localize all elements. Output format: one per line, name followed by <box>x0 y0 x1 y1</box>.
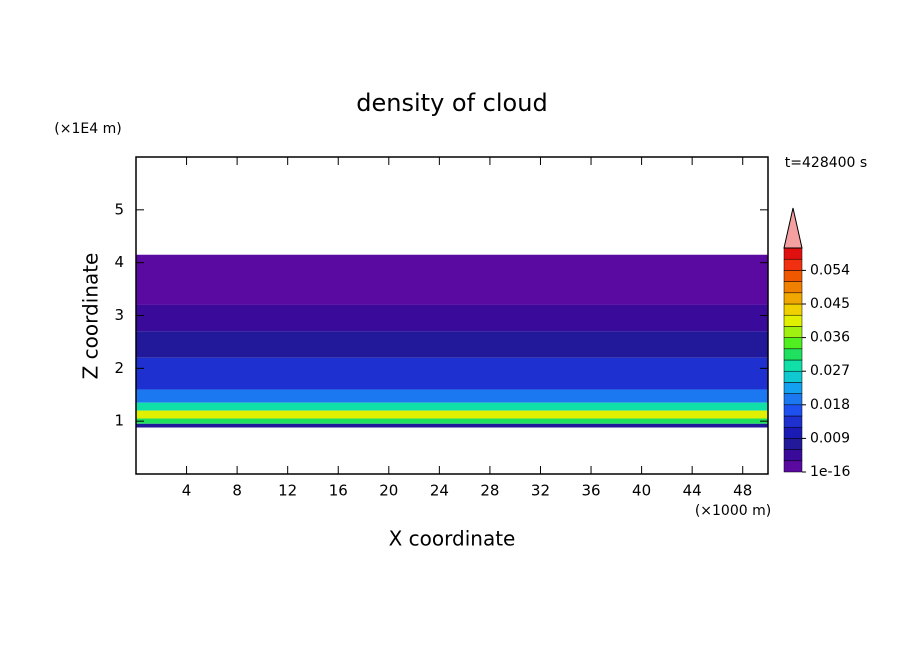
colorbar-segment <box>783 337 803 350</box>
contour-band <box>136 357 768 390</box>
contour-band <box>136 254 768 305</box>
y-tick-label: 2 <box>114 359 124 377</box>
colorbar-tick-label: 0.045 <box>810 296 850 312</box>
colorbar-segment <box>783 370 803 383</box>
x-tick-label: 48 <box>733 482 752 500</box>
contour-band <box>136 423 768 428</box>
colorbar-segment <box>783 348 803 361</box>
chart-title: density of cloud <box>356 89 547 117</box>
x-axis-label: X coordinate <box>389 527 516 551</box>
x-tick-label: 24 <box>430 482 449 500</box>
colorbar-segment <box>783 270 803 282</box>
colorbar-segment <box>783 281 803 294</box>
colorbar-tick-label: 0.054 <box>810 262 850 278</box>
colorbar-extension <box>783 207 803 249</box>
x-tick-label: 28 <box>480 482 499 500</box>
y-axis-label: Z coordinate <box>79 253 103 380</box>
colorbar-segment <box>783 393 803 406</box>
contour-band <box>136 410 768 419</box>
contour-band <box>136 331 768 358</box>
y-tick-label: 3 <box>114 306 124 324</box>
x-tick-label: 16 <box>329 482 348 500</box>
colorbar-segment <box>783 382 803 394</box>
x-tick-label: 36 <box>581 482 600 500</box>
x-tick-label: 4 <box>182 482 192 500</box>
x-tick-label: 12 <box>278 482 297 500</box>
contour-band <box>136 389 768 403</box>
colorbar-segment <box>783 449 803 462</box>
colorbar-segment <box>783 426 803 439</box>
colorbar-tick-label: 0.027 <box>810 363 850 379</box>
colorbar-segment <box>783 258 803 271</box>
x-tick-label: 20 <box>379 482 398 500</box>
colorbar-segment <box>783 326 803 338</box>
colorbar-tick-label: 0.009 <box>810 430 850 446</box>
x-tick-label: 40 <box>632 482 651 500</box>
y-unit: (×1E4 m) <box>54 121 121 137</box>
x-tick-label: 44 <box>683 482 702 500</box>
colorbar-tick-label: 0.036 <box>810 330 850 346</box>
x-unit: (×1000 m) <box>695 503 771 519</box>
colorbar-segment <box>783 292 803 305</box>
y-tick-label: 5 <box>114 200 124 218</box>
colorbar-tick-label: 0.018 <box>810 397 850 413</box>
colorbar-tick-label: 1e-16 <box>810 464 850 480</box>
time-annotation: t=428400 s <box>785 155 867 171</box>
colorbar-segment <box>783 359 803 372</box>
colorbar-segment <box>783 415 803 428</box>
contour-band <box>136 402 768 411</box>
y-tick-label: 4 <box>114 253 124 271</box>
x-tick-label: 32 <box>531 482 550 500</box>
contour-band <box>136 304 768 332</box>
contour-band <box>136 418 768 424</box>
colorbar-segment <box>783 460 803 473</box>
y-tick-label: 1 <box>114 412 124 430</box>
colorbar-segment <box>783 303 803 316</box>
x-tick-label: 8 <box>232 482 242 500</box>
colorbar-segment <box>783 404 803 417</box>
colorbar-segment <box>783 438 803 450</box>
colorbar-segment <box>783 314 803 327</box>
colorbar-segment <box>783 247 803 260</box>
